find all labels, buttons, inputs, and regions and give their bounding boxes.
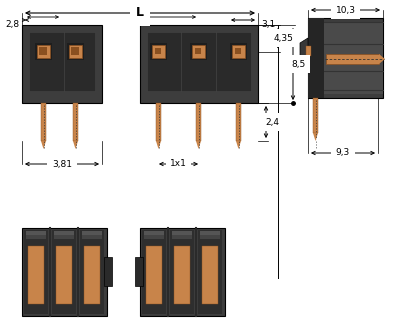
Bar	[82, 231, 102, 239]
Bar	[41, 103, 46, 141]
Bar	[172, 231, 192, 239]
Polygon shape	[196, 141, 201, 149]
Bar	[152, 45, 165, 58]
Text: 10,3: 10,3	[336, 6, 356, 14]
Bar	[198, 230, 222, 314]
Bar	[54, 231, 74, 239]
Bar	[190, 43, 207, 60]
Bar	[170, 230, 194, 314]
Bar	[22, 25, 102, 103]
Bar	[142, 230, 166, 314]
Bar	[326, 54, 379, 64]
Bar	[69, 45, 82, 58]
Bar	[308, 18, 324, 98]
Bar	[37, 45, 50, 58]
Bar	[67, 43, 84, 60]
Bar	[202, 246, 218, 304]
Text: 4,35: 4,35	[273, 34, 293, 43]
Bar	[150, 43, 167, 60]
Polygon shape	[156, 141, 161, 149]
Bar	[135, 257, 143, 286]
Bar	[71, 47, 79, 55]
Bar	[26, 231, 46, 239]
Bar	[144, 231, 164, 239]
Bar	[80, 230, 104, 314]
Polygon shape	[300, 38, 308, 66]
Bar	[324, 22, 383, 94]
Bar	[308, 18, 383, 98]
Bar	[54, 231, 74, 235]
Bar	[196, 103, 201, 141]
Bar	[84, 246, 100, 304]
Text: L: L	[136, 7, 144, 19]
Bar	[192, 45, 205, 58]
Bar	[82, 231, 102, 235]
Bar	[235, 48, 241, 54]
Text: 1x1: 1x1	[170, 160, 187, 168]
Bar	[172, 231, 192, 235]
Bar	[147, 32, 251, 91]
Bar	[29, 32, 95, 91]
Bar	[24, 230, 48, 314]
Polygon shape	[73, 141, 78, 149]
Bar	[22, 228, 107, 316]
Bar	[200, 231, 220, 239]
Text: 2,4: 2,4	[265, 117, 279, 126]
Bar	[155, 48, 161, 54]
Bar	[146, 246, 162, 304]
Text: 3,1: 3,1	[261, 20, 275, 29]
Bar	[306, 46, 311, 56]
Bar	[174, 246, 190, 304]
Bar	[56, 246, 72, 304]
Bar	[35, 43, 52, 60]
Polygon shape	[313, 133, 318, 141]
Bar	[104, 257, 112, 286]
Bar	[232, 45, 245, 58]
Bar	[230, 43, 247, 60]
Bar	[236, 103, 241, 141]
Bar	[73, 103, 78, 141]
Bar	[195, 48, 201, 54]
Text: 3,81: 3,81	[52, 160, 72, 168]
Bar	[156, 103, 161, 141]
Bar	[52, 230, 76, 314]
Text: 8,5: 8,5	[291, 60, 305, 68]
Polygon shape	[236, 141, 241, 149]
Bar	[28, 246, 44, 304]
Bar	[140, 228, 225, 316]
Text: 2,8: 2,8	[5, 20, 19, 29]
Bar	[39, 47, 47, 55]
Bar	[313, 98, 318, 133]
Polygon shape	[379, 54, 385, 64]
Bar	[140, 25, 258, 103]
Polygon shape	[41, 141, 46, 149]
Text: 9,3: 9,3	[336, 148, 350, 158]
Bar	[200, 231, 220, 235]
Bar	[144, 231, 164, 235]
Bar	[26, 231, 46, 235]
